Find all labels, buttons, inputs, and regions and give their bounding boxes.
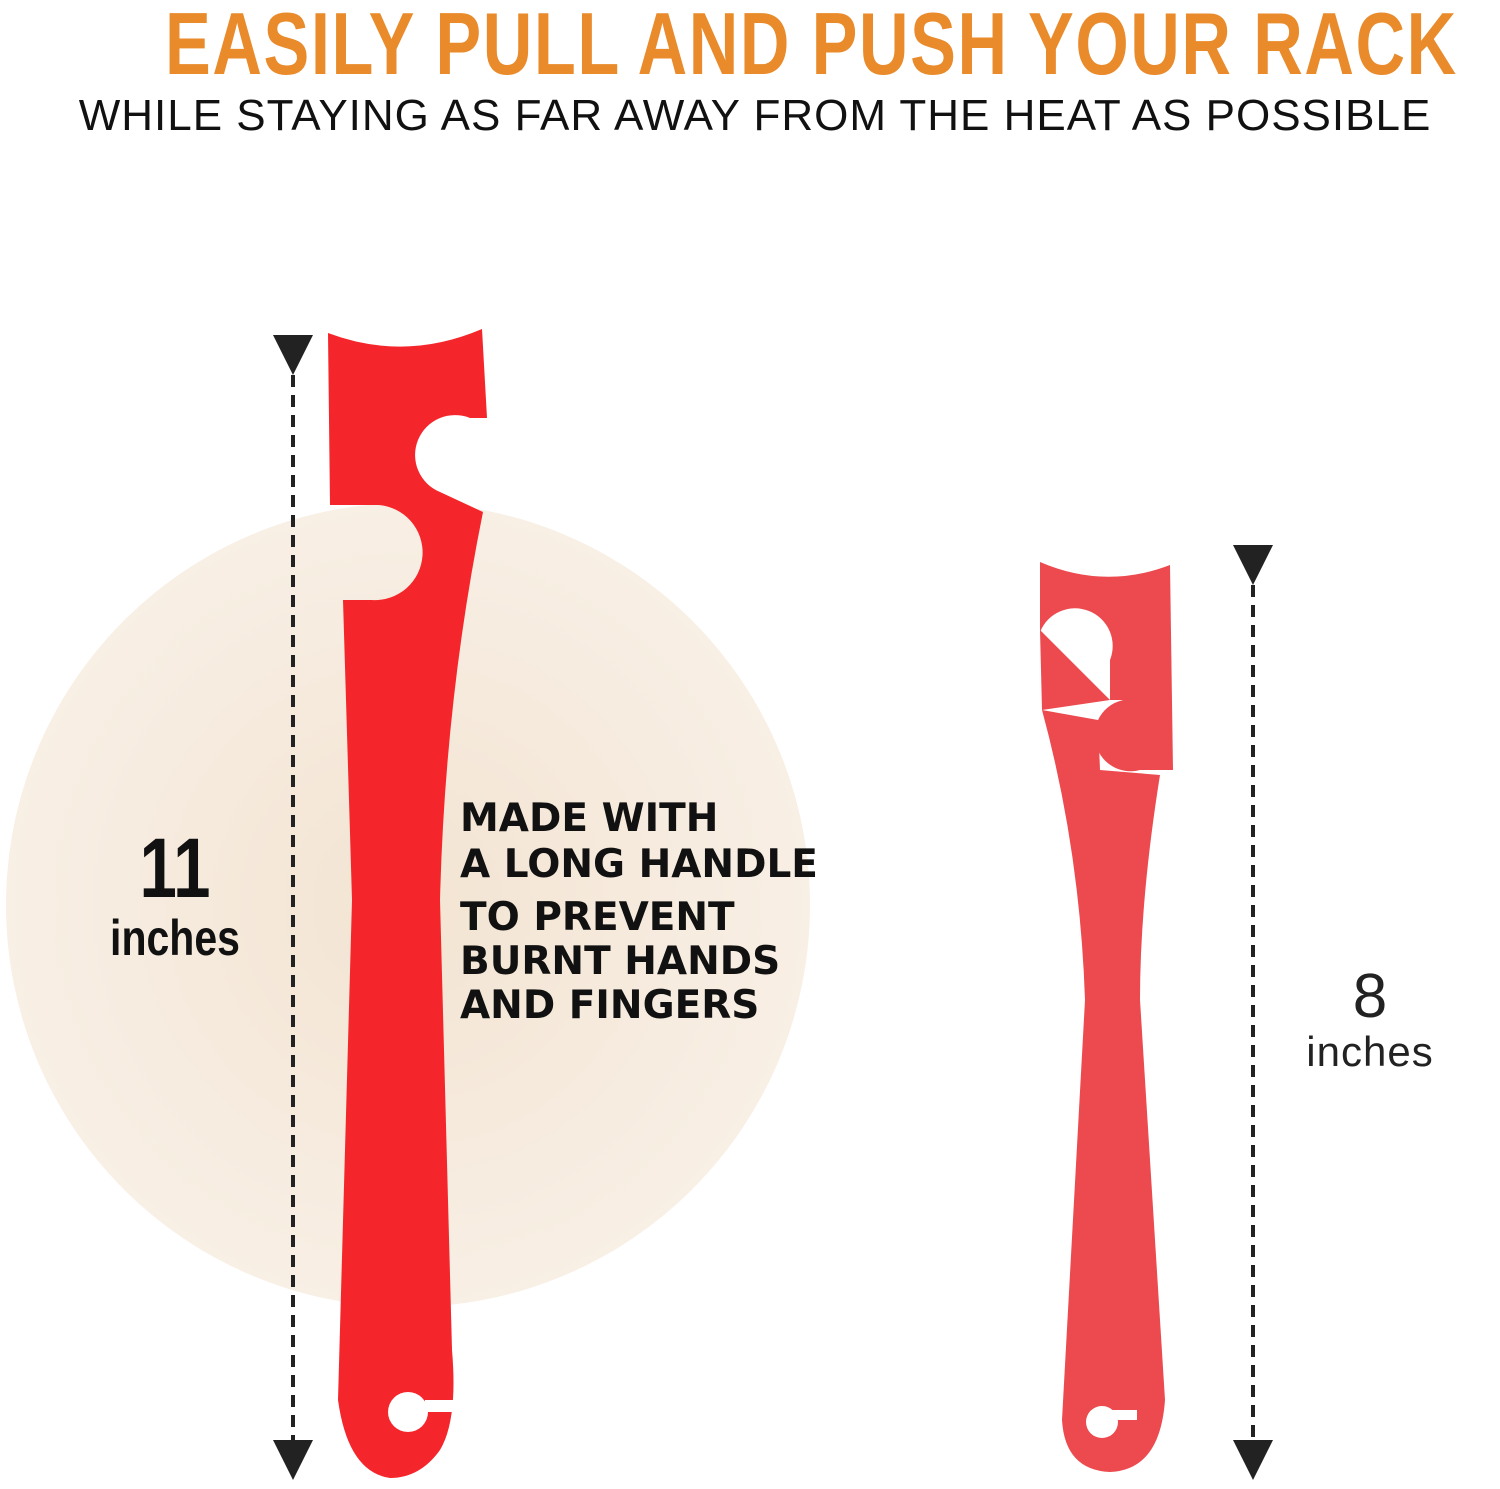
feature-line: AND FINGERS	[460, 983, 760, 1028]
small-tool-length-value: 8	[1352, 962, 1388, 1031]
large-tool-length-unit: inches	[110, 910, 240, 966]
feature-line: BURNT HANDS	[460, 939, 781, 984]
feature-callout: MADE WITH A LONG HANDLE TO PREVENT BURNT…	[460, 796, 818, 1028]
large-tool-image	[328, 329, 487, 1478]
feature-line: MADE WITH	[460, 796, 719, 841]
large-tool-length-value: 11	[139, 821, 211, 915]
subheadline: WHILE STAYING AS FAR AWAY FROM THE HEAT …	[78, 91, 1432, 140]
small-tool-image	[1040, 562, 1173, 1472]
small-tool-length-unit: inches	[1306, 1028, 1434, 1075]
feature-line: A LONG HANDLE	[460, 842, 818, 887]
headline: EASILY PULL AND PUSH YOUR RACK	[165, 0, 1458, 93]
feature-line: TO PREVENT	[460, 895, 735, 940]
